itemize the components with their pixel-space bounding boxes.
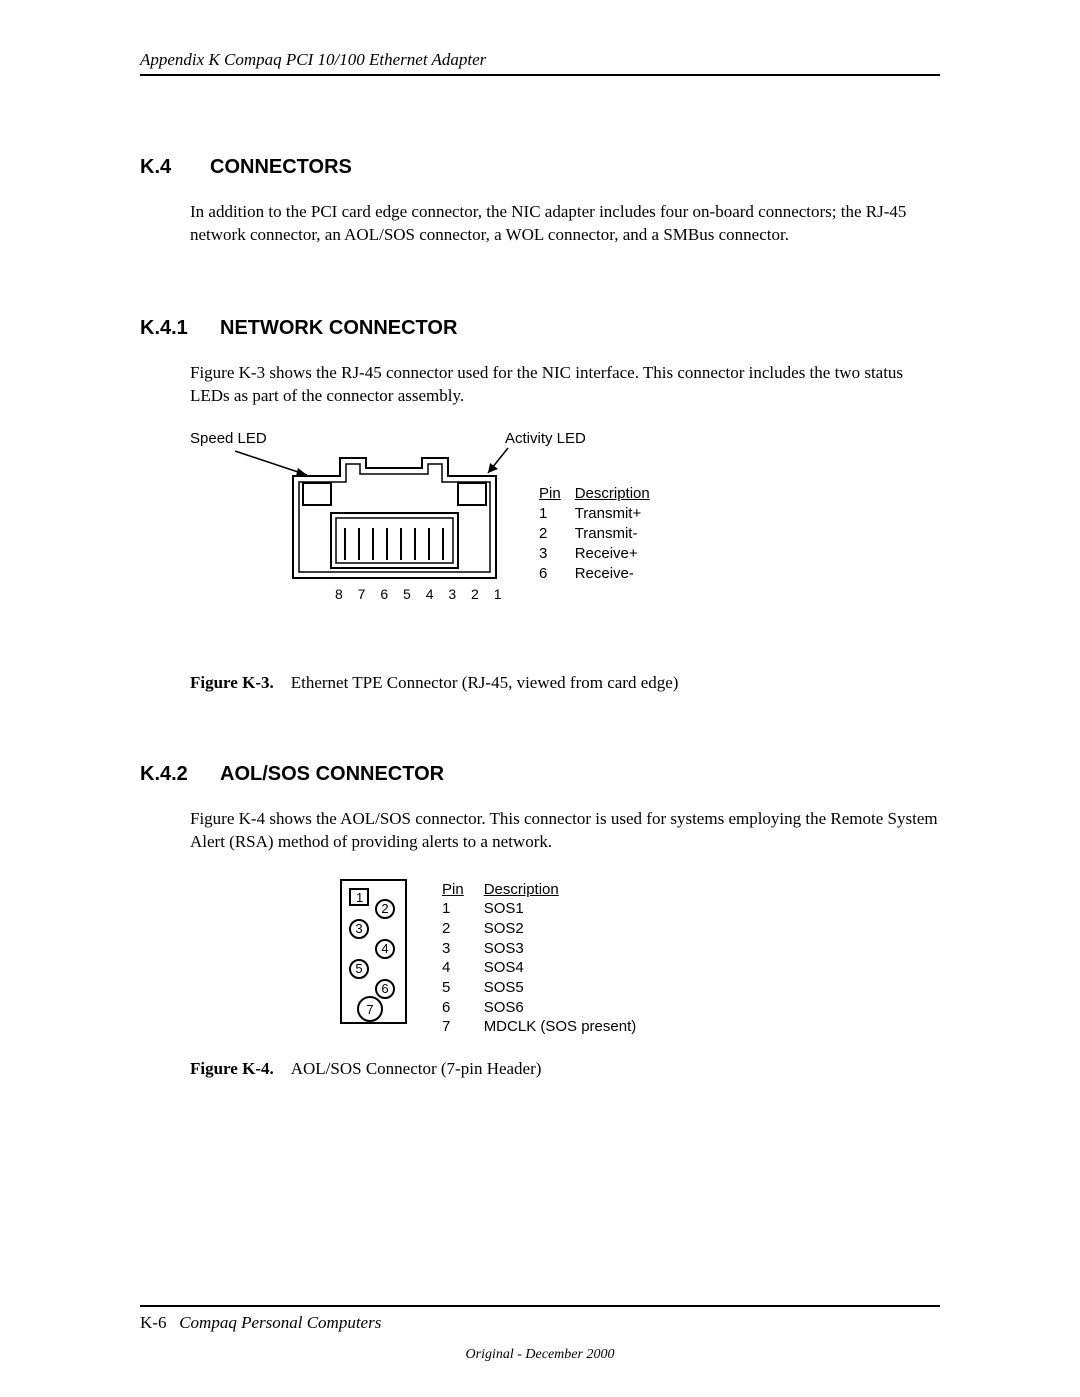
- table-cell: 2: [539, 525, 573, 543]
- figure-k3-caption: Figure K-3. Ethernet TPE Connector (RJ-4…: [190, 673, 940, 693]
- section-title: CONNECTORS: [210, 156, 352, 179]
- table-cell: SOS4: [484, 959, 655, 977]
- footer-line: K-6 Compaq Personal Computers: [140, 1305, 940, 1333]
- document-page: Appendix K Compaq PCI 10/100 Ethernet Ad…: [0, 0, 1080, 1397]
- subsection-title: NETWORK CONNECTOR: [220, 317, 457, 340]
- svg-text:6: 6: [381, 981, 388, 996]
- figure-label: Figure K-4.: [190, 1059, 274, 1078]
- section-k4: K.4 CONNECTORS In addition to the PCI ca…: [140, 156, 940, 247]
- page-footer: K-6 Compaq Personal Computers Original -…: [140, 1305, 940, 1363]
- figure-k3: Speed LED Activity LED: [190, 428, 940, 628]
- section-body: In addition to the PCI card edge connect…: [190, 201, 940, 247]
- subsection-number: K.4.2: [140, 763, 220, 786]
- table-cell: Receive-: [575, 565, 662, 583]
- svg-text:1: 1: [356, 890, 363, 905]
- table-cell: Transmit+: [575, 505, 662, 523]
- figure-caption-text: AOL/SOS Connector (7-pin Header): [291, 1059, 542, 1078]
- table-cell: 4: [442, 959, 482, 977]
- subsection-title: AOL/SOS CONNECTOR: [220, 763, 444, 786]
- rj45-pin-numbers: 8 7 6 5 4 3 2 1: [335, 586, 507, 602]
- table-cell: 2: [442, 920, 482, 938]
- page-number: K-6: [140, 1313, 166, 1332]
- section-number: K.4: [140, 156, 210, 179]
- table-cell: 5: [442, 979, 482, 997]
- section-k42: K.4.2 AOL/SOS CONNECTOR Figure K-4 shows…: [140, 763, 940, 1079]
- table-cell: 1: [539, 505, 573, 523]
- subsection-number: K.4.1: [140, 317, 220, 340]
- subsection-heading: K.4.1 NETWORK CONNECTOR: [140, 317, 940, 340]
- table-cell: MDCLK (SOS present): [484, 1018, 655, 1036]
- figure-k4: 1 2 3 4 5 6: [340, 879, 940, 1039]
- table-cell: SOS1: [484, 900, 655, 918]
- svg-text:5: 5: [355, 961, 362, 976]
- section-k41: K.4.1 NETWORK CONNECTOR Figure K-3 shows…: [140, 317, 940, 693]
- table-cell: 6: [539, 565, 573, 583]
- svg-text:2: 2: [381, 901, 388, 916]
- table-cell: 6: [442, 999, 482, 1017]
- page-header: Appendix K Compaq PCI 10/100 Ethernet Ad…: [140, 50, 940, 76]
- table-cell: SOS2: [484, 920, 655, 938]
- table-cell: Receive+: [575, 545, 662, 563]
- table-cell: SOS6: [484, 999, 655, 1017]
- table-header-desc: Description: [484, 881, 655, 899]
- subsection-body: Figure K-4 shows the AOL/SOS connector. …: [190, 808, 940, 854]
- table-cell: SOS5: [484, 979, 655, 997]
- aol-pin-table: Pin Description 1SOS1 2SOS2 3SOS3 4SOS4 …: [440, 879, 656, 1039]
- table-cell: 1: [442, 900, 482, 918]
- footer-edition: Original - December 2000: [140, 1347, 940, 1363]
- table-cell: 3: [539, 545, 573, 563]
- table-cell: 3: [442, 940, 482, 958]
- svg-text:7: 7: [366, 1002, 373, 1017]
- rj45-pin-table: Pin Description 1Transmit+ 2Transmit- 3R…: [537, 483, 664, 585]
- figure-caption-text: Ethernet TPE Connector (RJ-45, viewed fr…: [291, 673, 679, 692]
- section-heading: K.4 CONNECTORS: [140, 156, 940, 179]
- table-header-pin: Pin: [539, 485, 573, 503]
- table-cell: SOS3: [484, 940, 655, 958]
- book-title: Compaq Personal Computers: [179, 1313, 381, 1332]
- table-header-pin: Pin: [442, 881, 482, 899]
- table-header-desc: Description: [575, 485, 662, 503]
- svg-text:3: 3: [355, 921, 362, 936]
- table-cell: Transmit-: [575, 525, 662, 543]
- subsection-heading: K.4.2 AOL/SOS CONNECTOR: [140, 763, 940, 786]
- figure-label: Figure K-3.: [190, 673, 274, 692]
- figure-k4-caption: Figure K-4. AOL/SOS Connector (7-pin Hea…: [190, 1059, 940, 1079]
- subsection-body: Figure K-3 shows the RJ-45 connector use…: [190, 362, 940, 408]
- svg-text:4: 4: [381, 941, 388, 956]
- table-cell: 7: [442, 1018, 482, 1036]
- aol-connector-diagram: 1 2 3 4 5 6: [340, 879, 425, 1029]
